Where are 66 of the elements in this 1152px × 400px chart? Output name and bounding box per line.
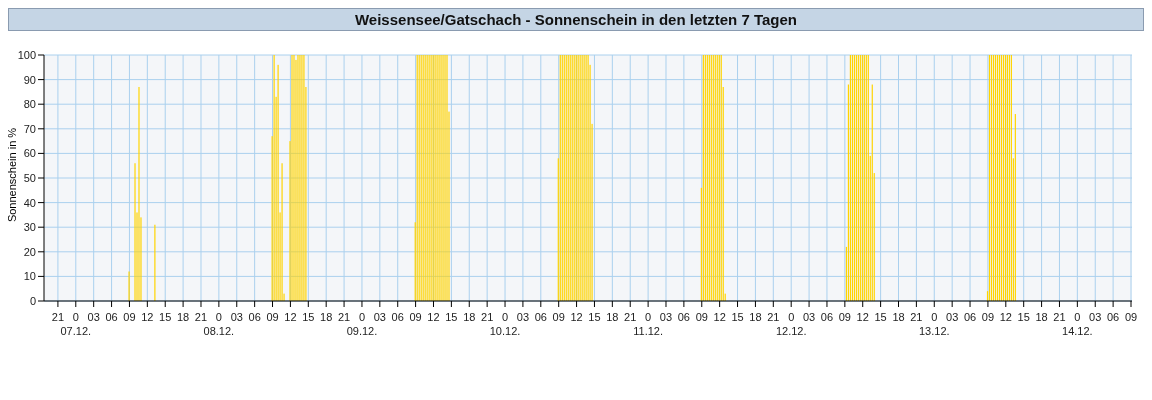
x-tick-label: 12 — [284, 311, 297, 323]
x-tick-label: 21 — [481, 311, 494, 323]
x-tick-label: 21 — [337, 311, 351, 323]
y-tick-label: 40 — [23, 196, 36, 209]
y-tick-label: 60 — [23, 147, 36, 160]
x-tick-label: 18 — [463, 311, 476, 323]
x-tick-label: 09 — [123, 311, 136, 323]
x-tick-label: 21 — [910, 311, 923, 323]
x-tick-label: 12 — [141, 311, 154, 323]
x-tick-label: 12 — [570, 311, 583, 323]
x-tick-label: 06 — [677, 311, 691, 323]
x-tick-label: 06 — [1107, 311, 1120, 323]
x-tick-label: 18 — [892, 311, 905, 323]
x-tick-label: 15 — [874, 311, 887, 323]
y-tick-label: 10 — [23, 270, 36, 283]
x-tick-label: 18 — [176, 311, 190, 323]
x-tick-label: 18 — [1035, 311, 1048, 323]
x-tick-label: 03 — [516, 311, 530, 323]
y-tick-label: 50 — [23, 171, 36, 184]
x-tick-label: 06 — [963, 311, 977, 323]
x-tick-label: 21 — [767, 311, 780, 323]
x-tick-label: 18 — [606, 311, 619, 323]
y-tick-label: 0 — [29, 294, 36, 307]
y-tick-label: 100 — [17, 48, 36, 61]
x-tick-label: 18 — [320, 311, 333, 323]
x-tick-label: 12 — [856, 311, 869, 323]
x-tick-label: 09 — [1124, 311, 1138, 323]
x-tick-label: 12 — [999, 311, 1012, 323]
x-tick-label: 21 — [194, 311, 208, 323]
x-tick-label: 09 — [981, 311, 995, 323]
x-tick-label: 03 — [802, 311, 816, 323]
y-axis-title: Sonnenschein in % — [6, 127, 18, 223]
x-tick-label: 03 — [1089, 311, 1102, 323]
x-tick-label: 06 — [820, 311, 834, 323]
x-tick-label: 09 — [552, 311, 565, 323]
x-tick-label: 09 — [409, 311, 422, 323]
x-tick-label: 03 — [946, 311, 959, 323]
x-tick-label: 21 — [624, 311, 637, 323]
x-tick-label: 15 — [302, 311, 315, 323]
x-tick-label: 06 — [248, 311, 261, 323]
x-tick-label: 03 — [659, 311, 673, 323]
x-tick-label: 09 — [266, 311, 279, 323]
x-tick-label: 21 — [1053, 311, 1066, 323]
x-tick-label: 12 — [713, 311, 726, 323]
x-tick-label: 09 — [838, 311, 851, 323]
x-tick-label: 03 — [87, 311, 100, 323]
x-tick-label: 15 — [445, 311, 458, 323]
x-tick-label: 03 — [373, 311, 386, 323]
y-tick-label: 80 — [23, 98, 36, 111]
y-tick-label: 70 — [23, 122, 36, 135]
x-tick-label: 06 — [105, 311, 118, 323]
x-tick-label: 06 — [391, 311, 404, 323]
x-tick-label: 15 — [159, 311, 172, 323]
x-tick-label: 15 — [588, 311, 601, 323]
x-tick-label: 15 — [731, 311, 744, 323]
y-tick-label: 90 — [23, 73, 36, 86]
y-tick-label: 30 — [23, 221, 36, 234]
x-tick-label: 12 — [427, 311, 440, 323]
y-tick-label: 20 — [23, 245, 36, 258]
x-tick-label: 03 — [230, 311, 243, 323]
chart-title: Weissensee/Gatschach - Sonnenschein in den letzten 7 Tagen — [8, 8, 1144, 31]
x-tick-label: 18 — [749, 311, 762, 323]
x-tick-label: 09 — [695, 311, 708, 323]
x-tick-label: 06 — [534, 311, 547, 323]
x-tick-label: 15 — [1017, 311, 1030, 323]
x-tick-label: 21 — [51, 311, 65, 323]
